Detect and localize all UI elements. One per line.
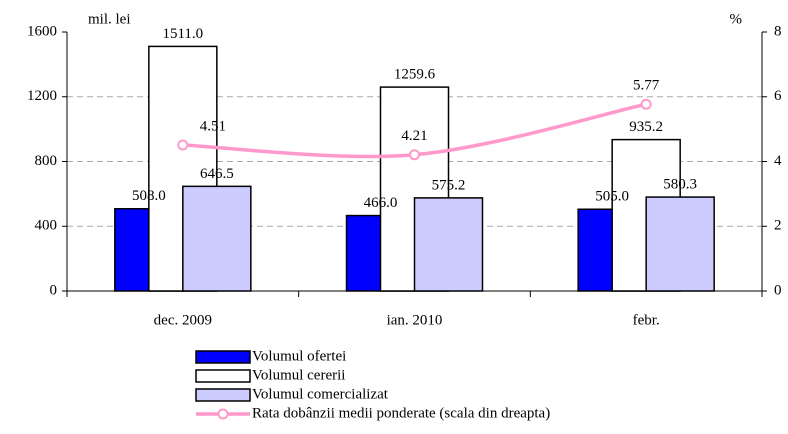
- y-tick-label: 1600: [27, 23, 57, 39]
- y-tick-label: 400: [35, 218, 58, 234]
- data-label: 1259.6: [394, 67, 436, 83]
- y2-tick-label: 8: [774, 23, 782, 39]
- data-label: 4.21: [401, 128, 427, 144]
- legend-swatch: [195, 388, 251, 402]
- x-tick-label: dec. 2009: [154, 312, 212, 328]
- bar: [413, 197, 484, 292]
- data-label: 580.3: [663, 177, 697, 193]
- data-label: 505.0: [595, 189, 629, 205]
- y-tick-label: 1200: [27, 88, 57, 104]
- y2-tick-label: 0: [774, 282, 782, 298]
- line-marker: [409, 149, 420, 161]
- y2-tick-label: 4: [774, 153, 782, 169]
- y-tick-label: 0: [50, 282, 58, 298]
- data-label: 5.77: [633, 78, 660, 94]
- data-label: 4.51: [200, 118, 226, 134]
- x-tick-label: ian. 2010: [387, 312, 443, 328]
- legend-label: Volumul ofertei: [252, 348, 346, 364]
- legend-swatch: [195, 369, 251, 383]
- data-label: 508.0: [132, 188, 166, 204]
- data-label: 935.2: [629, 119, 663, 135]
- legend-swatch: [195, 350, 251, 364]
- legend-label: Volumul cererii: [252, 367, 345, 383]
- legend-label: Volumul comercializat: [252, 386, 389, 402]
- y2-tick-label: 2: [774, 218, 782, 234]
- y-axis-label: mil. lei: [88, 11, 131, 27]
- y-tick-label: 800: [35, 153, 58, 169]
- data-label: 1511.0: [162, 26, 203, 42]
- legend-swatch: [217, 408, 229, 420]
- legend-label: Rata dobânzii medii ponderate (scala din…: [252, 405, 550, 421]
- line-marker: [640, 98, 652, 110]
- x-tick-label: febr.: [633, 312, 660, 328]
- line-marker: [177, 139, 189, 151]
- bar: [645, 196, 715, 292]
- data-label: 575.2: [432, 177, 466, 193]
- y2-tick-label: 6: [774, 88, 782, 104]
- bar: [182, 185, 252, 292]
- data-label: 646.5: [200, 166, 234, 182]
- data-label: 466.0: [364, 195, 398, 211]
- y2-axis-label: %: [730, 11, 743, 27]
